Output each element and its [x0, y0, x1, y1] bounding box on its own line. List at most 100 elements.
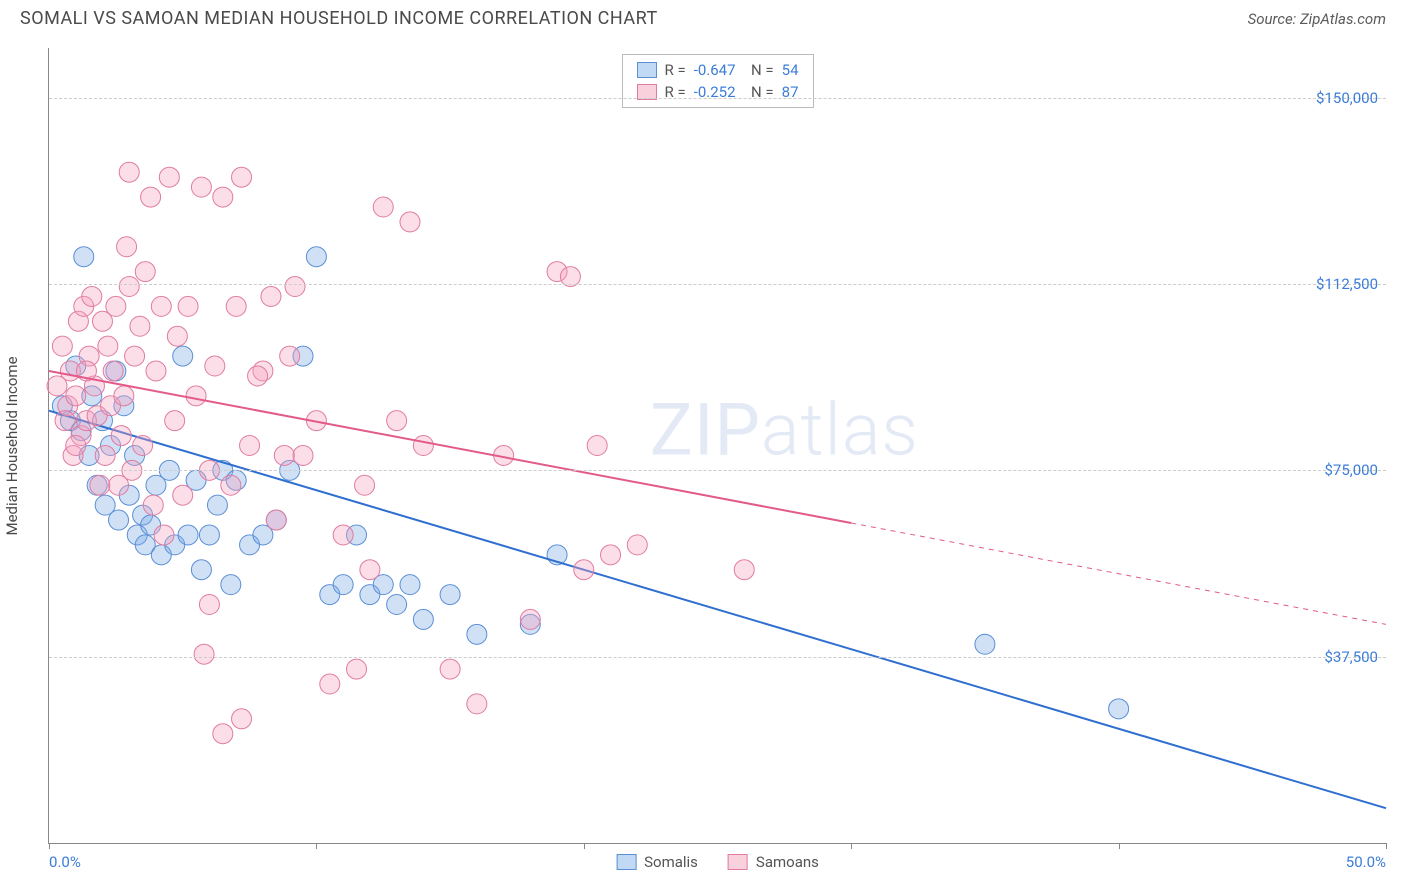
swatch-icon — [728, 854, 748, 870]
data-point — [274, 445, 294, 465]
data-point — [159, 167, 179, 187]
data-point — [306, 247, 326, 267]
data-point — [154, 525, 174, 545]
bottom-legend: Somalis Samoans — [616, 853, 819, 871]
data-point — [574, 560, 594, 580]
legend-item-somalis: Somalis — [616, 853, 698, 871]
data-point — [106, 296, 126, 316]
data-point — [347, 659, 367, 679]
x-tick — [1386, 843, 1387, 849]
data-point — [355, 475, 375, 495]
y-tick-label: $75,000 — [1324, 461, 1378, 479]
stats-row-samoans: R = -0.252 N = 87 — [636, 81, 798, 103]
data-point — [143, 495, 163, 515]
data-point — [125, 346, 145, 366]
data-point — [191, 177, 211, 197]
data-point — [213, 724, 233, 744]
data-point — [82, 286, 102, 306]
stat-r-value: -0.647 — [694, 61, 736, 79]
y-tick-label: $150,000 — [1316, 89, 1378, 107]
data-point — [103, 361, 123, 381]
x-tick — [316, 843, 317, 849]
x-tick — [1119, 843, 1120, 849]
legend-label: Samoans — [756, 853, 819, 871]
data-point — [440, 659, 460, 679]
gridline — [49, 657, 1386, 658]
data-point — [975, 634, 995, 654]
data-point — [52, 336, 72, 356]
data-point — [178, 525, 198, 545]
y-tick-label: $37,500 — [1324, 648, 1378, 666]
data-point — [194, 644, 214, 664]
x-min-label: 0.0% — [49, 853, 81, 871]
data-point — [165, 411, 185, 431]
data-point — [627, 535, 647, 555]
data-point — [146, 361, 166, 381]
data-point — [66, 386, 86, 406]
data-point — [199, 525, 219, 545]
data-point — [413, 436, 433, 456]
data-point — [199, 595, 219, 615]
x-tick — [584, 843, 585, 849]
chart-title: SOMALI VS SAMOAN MEDIAN HOUSEHOLD INCOME… — [20, 8, 658, 29]
data-point — [261, 286, 281, 306]
data-point — [734, 560, 754, 580]
x-tick — [49, 843, 50, 849]
y-tick-label: $112,500 — [1316, 275, 1378, 293]
data-point — [130, 316, 150, 336]
data-point — [205, 356, 225, 376]
data-point — [213, 187, 233, 207]
data-point — [111, 426, 131, 446]
data-point — [90, 475, 110, 495]
data-point — [221, 575, 241, 595]
data-point — [167, 326, 187, 346]
data-point — [95, 445, 115, 465]
legend-label: Somalis — [644, 853, 698, 871]
data-point — [387, 595, 407, 615]
data-point — [400, 575, 420, 595]
data-point — [55, 411, 75, 431]
x-max-label: 50.0% — [1346, 853, 1386, 871]
data-point — [440, 585, 460, 605]
data-point — [114, 386, 134, 406]
scatter-svg — [49, 48, 1386, 843]
chart-plot-area: ZIPatlas R = -0.647 N = 54 R = -0.252 N … — [48, 48, 1386, 844]
x-tick — [851, 843, 852, 849]
data-point — [1109, 699, 1129, 719]
source-label: Source: ZipAtlas.com — [1248, 10, 1386, 28]
data-point — [587, 436, 607, 456]
data-point — [221, 475, 241, 495]
data-point — [141, 187, 161, 207]
data-point — [186, 386, 206, 406]
data-point — [413, 609, 433, 629]
data-point — [178, 296, 198, 316]
data-point — [387, 411, 407, 431]
data-point — [151, 296, 171, 316]
stat-n-value: 54 — [782, 61, 799, 79]
data-point — [66, 436, 86, 456]
data-point — [293, 445, 313, 465]
data-point — [248, 366, 268, 386]
data-point — [467, 694, 487, 714]
data-point — [117, 237, 137, 257]
stats-row-somalis: R = -0.647 N = 54 — [636, 59, 798, 81]
data-point — [240, 436, 260, 456]
gridline — [49, 284, 1386, 285]
data-point — [400, 212, 420, 232]
data-point — [119, 162, 139, 182]
y-axis-label: Median Household Income — [3, 356, 21, 535]
data-point — [280, 346, 300, 366]
data-point — [98, 336, 118, 356]
data-point — [119, 277, 139, 297]
data-point — [207, 495, 227, 515]
data-point — [333, 525, 353, 545]
data-point — [191, 560, 211, 580]
data-point — [320, 674, 340, 694]
swatch-icon — [616, 854, 636, 870]
data-point — [266, 510, 286, 530]
data-point — [520, 609, 540, 629]
regression-line-dashed — [851, 523, 1386, 624]
data-point — [109, 510, 129, 530]
stat-r-label: R = — [664, 61, 685, 79]
data-point — [135, 262, 155, 282]
